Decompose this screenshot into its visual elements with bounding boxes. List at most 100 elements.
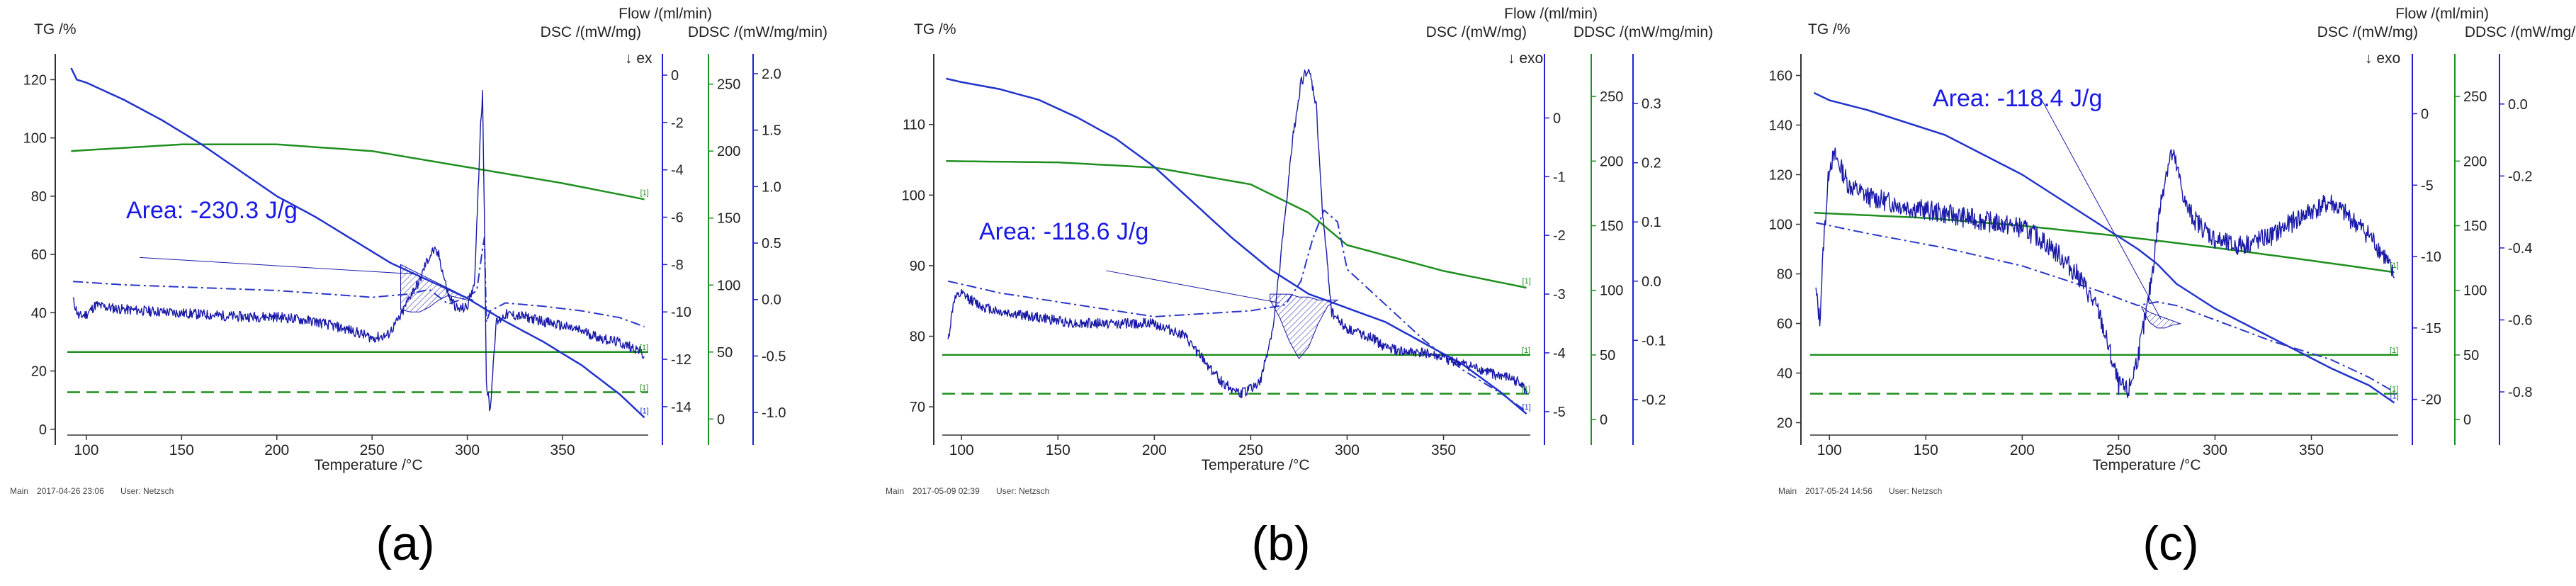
dsc-axis-label: DSC /(mW/mg) xyxy=(1426,24,1527,40)
flow-axis-tick-label: 0 xyxy=(717,412,725,427)
tg-axis-tick-label: 100 xyxy=(902,188,925,203)
flow-axis-tick-label: 150 xyxy=(717,211,740,227)
panel-b: TG /% Flow /(ml/min) DSC /(mW/mg) DDSC /… xyxy=(886,6,1713,570)
ddsc-axis-tick-label: -0.4 xyxy=(2508,241,2532,257)
flow-axis-tick-label: 200 xyxy=(717,144,740,159)
flow-axis-tick-label: 50 xyxy=(717,345,733,361)
tg-axis-tick-label: 100 xyxy=(1769,218,1792,233)
ddsc-curve xyxy=(73,237,645,327)
dsc-axis-label: DSC /(mW/mg) xyxy=(541,24,641,40)
ddsc-axis-tick-label: -0.2 xyxy=(1642,393,1666,408)
dsc-axis-tick-label: 0 xyxy=(2421,106,2429,122)
ddsc-axis-tick-label: -0.2 xyxy=(2508,169,2532,184)
dsc-axis-tick-label: -4 xyxy=(671,163,684,179)
x-axis-label: Temperature /°C xyxy=(314,457,422,473)
area-leader-line xyxy=(140,257,414,275)
tg-curve xyxy=(946,77,1527,415)
tg-axis-tick-label: 60 xyxy=(31,247,47,263)
tg-axis-tick-label: 40 xyxy=(31,305,47,321)
x-tick-label: 300 xyxy=(2203,442,2227,458)
flow-solid-end-marker: [1] xyxy=(640,344,648,352)
flow-solid-end-marker: [1] xyxy=(2390,346,2398,355)
axes-layer: 100 150 200 250 300 350 20 40 60 80 100 120 140 160 0 -… xyxy=(1769,54,2532,458)
ddsc-axis-tick-label: 1.0 xyxy=(762,179,781,195)
flow-end-marker: [1] xyxy=(1523,277,1531,286)
tg-axis-tick-label: 80 xyxy=(1777,267,1792,283)
ddsc-axis-tick-label: -0.8 xyxy=(2508,385,2532,400)
dsc-axis-tick-label: -10 xyxy=(2421,249,2441,265)
dsc-axis-tick-label: -2 xyxy=(671,115,684,131)
ddsc-axis-tick-label: 2.0 xyxy=(762,67,781,82)
area-leader-line xyxy=(2041,99,2162,320)
flow-end-marker: [1] xyxy=(640,188,649,197)
dsc-axis-tick-label: -20 xyxy=(2421,393,2441,408)
panel-a: TG /% Flow /(ml/min) DSC /(mW/mg) DDSC /… xyxy=(10,6,827,570)
ddsc-axis-tick-label: 0.0 xyxy=(2508,97,2528,113)
panel-label: (b) xyxy=(1251,517,1310,570)
x-tick-label: 150 xyxy=(1914,442,1938,458)
dsc-axis-tick-label: -15 xyxy=(2421,321,2441,337)
flow-curve xyxy=(71,143,645,201)
ddsc-axis-tick-label: -1.0 xyxy=(762,405,786,421)
dsc-curve xyxy=(947,69,1527,398)
x-tick-label: 100 xyxy=(74,442,98,458)
ddsc-axis-tick-label: 0.2 xyxy=(1642,156,1661,171)
tg-axis-tick-label: 20 xyxy=(1777,416,1792,432)
area-annotation: Area: -118.4 J/g xyxy=(1933,85,2102,112)
x-tick-label: 300 xyxy=(455,442,480,458)
tg-axis-tick-label: 90 xyxy=(910,259,925,274)
exo-direction-label: ↓ ex xyxy=(625,50,653,67)
panel-label: (a) xyxy=(375,517,434,570)
tg-axis-tick-label: 20 xyxy=(31,364,47,380)
flow-end-marker: [1] xyxy=(2390,261,2399,270)
area-annotation: Area: -118.6 J/g xyxy=(979,218,1148,245)
tg-axis-tick-label: 80 xyxy=(910,329,925,345)
flow-axis-tick-label: 0 xyxy=(1600,412,1608,428)
dsc-curve xyxy=(72,89,645,412)
flow-axis-tick-label: 100 xyxy=(1600,283,1623,299)
flow-axis-tick-label: 200 xyxy=(1600,154,1623,169)
flow-axis-tick-label: 100 xyxy=(717,278,740,293)
tg-end-marker: [1] xyxy=(1523,403,1531,412)
data-layer: [1][1][1][1] xyxy=(1810,91,2399,404)
footer-main: Main xyxy=(886,486,904,496)
tg-axis-tick-label: 70 xyxy=(910,400,925,415)
tg-axis-tick-label: 120 xyxy=(1769,168,1792,184)
ddsc-axis-tick-label: 0.0 xyxy=(1642,274,1661,290)
x-tick-label: 350 xyxy=(550,442,575,458)
ddsc-axis-tick-label: 0.3 xyxy=(1642,96,1661,112)
x-tick-label: 200 xyxy=(2010,442,2035,458)
ddsc-axis-tick-label: 0.5 xyxy=(762,236,781,252)
flow-curve xyxy=(1814,212,2395,274)
dsc-axis-tick-label: -5 xyxy=(1553,405,1566,420)
tg-axis-tick-label: 60 xyxy=(1777,317,1792,332)
footer-user: User: Netzsch xyxy=(120,486,174,496)
ddsc-axis-tick-label: -0.6 xyxy=(2508,312,2532,328)
flow-dashed-end-marker: [1] xyxy=(2390,385,2398,394)
area-leader-line xyxy=(1106,270,1280,304)
dsc-axis-tick-label: -14 xyxy=(671,400,691,415)
flow-axis-label: Flow /(ml/min) xyxy=(618,6,712,22)
dsc-axis-tick-label: -8 xyxy=(671,257,684,273)
x-tick-label: 250 xyxy=(1238,442,1263,458)
ddsc-axis-label: DDSC /(mW/mg/min) xyxy=(688,24,827,40)
tg-axis-tick-label: 140 xyxy=(1769,118,1792,134)
flow-dashed-end-marker: [1] xyxy=(1522,385,1530,394)
dsc-curve xyxy=(1815,147,2395,398)
tg-end-marker: [1] xyxy=(640,407,649,415)
ddsc-curve xyxy=(1815,222,2395,393)
x-tick-label: 350 xyxy=(1431,442,1456,458)
panel-label: (c) xyxy=(2142,517,2198,570)
dsc-axis-tick-label: -6 xyxy=(671,210,684,226)
flow-axis-tick-label: 250 xyxy=(2463,89,2487,105)
flow-axis-label: Flow /(ml/min) xyxy=(1504,6,1598,22)
x-tick-label: 200 xyxy=(264,442,289,458)
footer-date: 2017-05-24 14:56 xyxy=(1805,486,1872,496)
x-tick-label: 350 xyxy=(2299,442,2324,458)
panel-c: TG /% Flow /(ml/min) DSC /(mW/mg) DDSC /… xyxy=(1769,6,2576,570)
flow-axis-tick-label: 150 xyxy=(2463,219,2487,235)
tg-axis-tick-label: 80 xyxy=(31,189,47,205)
axes-layer: 100 150 200 250 300 350 0 20 40 60 80 100 120 0 -2 -4 -6… xyxy=(23,54,786,458)
axes-layer: 100 150 200 250 300 350 70 80 90 100 110 0 -1 -2 -3 -4 -… xyxy=(902,54,1666,458)
footer-date: 2017-04-26 23:06 xyxy=(37,486,104,496)
